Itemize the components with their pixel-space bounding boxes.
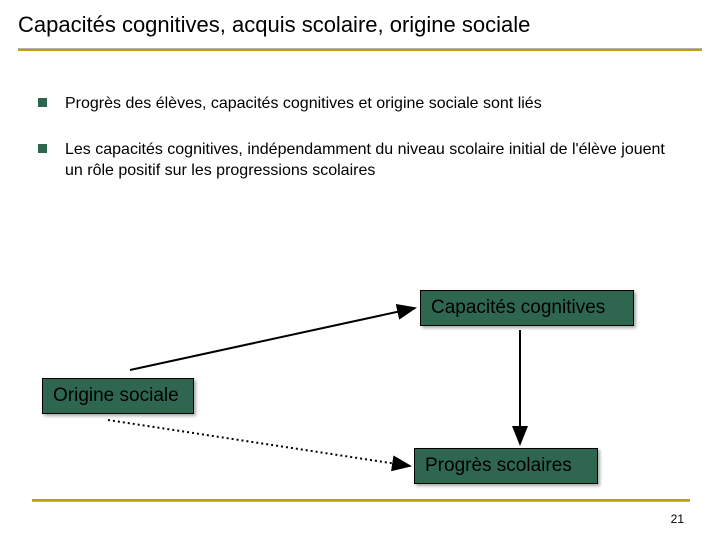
square-bullet-icon bbox=[38, 144, 47, 153]
diagram-edge bbox=[108, 420, 410, 466]
bullet-item: Progrès des élèves, capacités cognitives… bbox=[38, 93, 682, 115]
page-number: 21 bbox=[671, 512, 684, 526]
diagram-node-cog: Capacités cognitives bbox=[420, 290, 634, 326]
diagram-edge bbox=[130, 308, 415, 370]
square-bullet-icon bbox=[38, 98, 47, 107]
bullet-text: Les capacités cognitives, indépendamment… bbox=[65, 139, 682, 182]
diagram-node-prog: Progrès scolaires bbox=[414, 448, 598, 484]
slide-title: Capacités cognitives, acquis scolaire, o… bbox=[18, 12, 702, 38]
flow-diagram: Capacités cognitives Origine sociale Progr… bbox=[0, 250, 720, 510]
bullet-text: Progrès des élèves, capacités cognitives… bbox=[65, 93, 542, 115]
bullet-item: Les capacités cognitives, indépendamment… bbox=[38, 139, 682, 182]
title-area: Capacités cognitives, acquis scolaire, o… bbox=[0, 0, 720, 59]
title-underline bbox=[18, 48, 702, 51]
footer-divider bbox=[32, 499, 690, 502]
diagram-node-orig: Origine sociale bbox=[42, 378, 194, 414]
bullet-list: Progrès des élèves, capacités cognitives… bbox=[0, 59, 720, 182]
